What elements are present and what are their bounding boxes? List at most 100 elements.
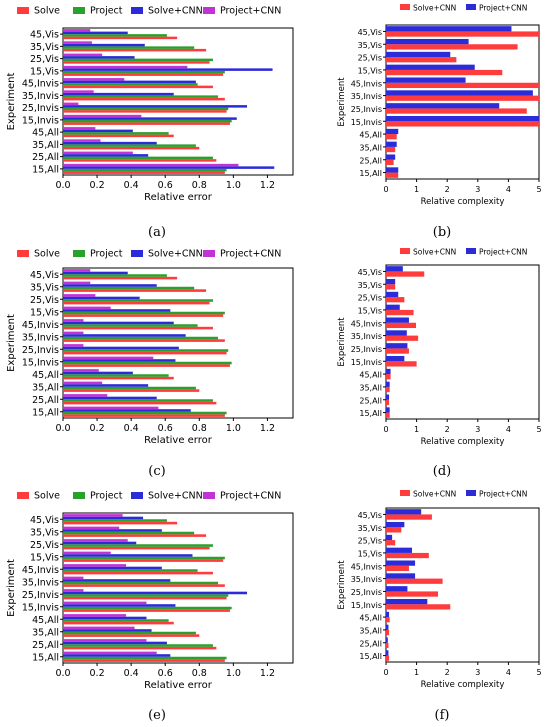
- chart-panel-d: 15,All 25,All 35,All 45,All 15,Invis 25,Invis…: [337, 248, 542, 448]
- y-tick-label: 15,All: [359, 652, 382, 661]
- bar: [386, 38, 469, 45]
- bar: [386, 348, 409, 354]
- bar: [63, 571, 213, 575]
- bar: [63, 301, 210, 305]
- y-tick-label: 15,All: [32, 652, 59, 663]
- bar: [386, 51, 451, 58]
- bar: [386, 128, 399, 135]
- bar: [63, 134, 174, 138]
- x-tick-label: 0.2: [90, 668, 105, 679]
- bar: [386, 57, 457, 63]
- bar: [386, 573, 416, 579]
- legend-swatch: [73, 7, 85, 14]
- y-tick-label: 45,Invis: [351, 319, 382, 328]
- bar: [63, 110, 227, 113]
- bar: [63, 326, 213, 330]
- bar: [63, 656, 227, 660]
- bar: [386, 82, 539, 89]
- bar: [63, 41, 92, 44]
- y-tick-label: 45,Vis: [30, 30, 59, 41]
- bar: [63, 554, 193, 557]
- chart-panel-f: 15,All 25,All 35,All 45,All 15,Invis 25,Invis…: [337, 490, 542, 691]
- bar: [63, 351, 227, 355]
- bar: [386, 141, 397, 147]
- bar: [63, 306, 111, 310]
- legend-label: Project+CNN: [220, 249, 281, 260]
- bar: [63, 644, 213, 647]
- x-tick-label: 5: [536, 185, 541, 194]
- plot-frame: [62, 27, 294, 176]
- bar: [386, 291, 399, 298]
- bar: [63, 286, 195, 290]
- bar: [386, 394, 390, 400]
- bar: [63, 584, 225, 587]
- x-tick-label: 1: [414, 185, 419, 194]
- bar: [63, 46, 195, 49]
- x-tick-label: 0: [383, 185, 388, 194]
- legend-swatch: [73, 492, 85, 499]
- bar: [63, 514, 123, 517]
- y-tick-label: 45,Invis: [22, 565, 59, 576]
- x-tick-label: 0.6: [158, 423, 173, 434]
- x-tick-label: 5: [536, 425, 541, 434]
- legend-swatch: [73, 250, 85, 257]
- bar: [386, 322, 416, 329]
- y-tick-label: 25,All: [32, 152, 59, 163]
- y-tick-label: 15,All: [32, 164, 59, 175]
- legend-label: Project+CNN: [479, 248, 527, 257]
- x-tick-label: 4: [506, 185, 511, 194]
- bar: [63, 654, 171, 657]
- bar: [386, 44, 518, 50]
- caption-b: (b): [432, 225, 452, 240]
- bar: [63, 616, 147, 620]
- bar: [63, 168, 227, 172]
- y-tick-label: 35,All: [32, 140, 59, 151]
- bar: [63, 546, 210, 550]
- bar: [63, 311, 225, 315]
- bar: [63, 606, 232, 610]
- legend-label: Project+CNN: [220, 6, 281, 17]
- bar: [63, 334, 186, 337]
- legend-swatch: [203, 492, 215, 499]
- bar: [63, 609, 230, 612]
- bar: [63, 53, 103, 57]
- bar: [386, 309, 414, 316]
- bar: [63, 581, 219, 585]
- bar: [63, 319, 84, 322]
- bar: [386, 31, 539, 37]
- x-tick-label: 1.0: [226, 423, 241, 434]
- legend-label: Solve+CNN: [148, 6, 203, 17]
- bar: [63, 102, 79, 106]
- bar: [63, 541, 137, 545]
- bar: [63, 394, 108, 397]
- bar: [63, 117, 237, 120]
- y-tick-label: 25,All: [359, 639, 382, 648]
- bar: [63, 361, 232, 365]
- bar: [386, 642, 389, 649]
- bar: [386, 154, 396, 160]
- y-tick-label: 45,Vis: [358, 511, 382, 520]
- legend-swatch: [17, 250, 29, 257]
- y-tick-label: 45,All: [32, 128, 59, 139]
- y-tick-label: 15,Vis: [30, 66, 59, 77]
- bar: [386, 617, 390, 623]
- bar: [63, 309, 171, 312]
- bar: [386, 330, 407, 336]
- bar: [63, 269, 91, 272]
- x-axis-label: Relative error: [144, 435, 213, 446]
- bar: [63, 519, 167, 522]
- bar: [386, 121, 539, 127]
- x-tick-label: 4: [506, 668, 511, 677]
- x-tick-label: 0.8: [192, 180, 207, 191]
- bar: [386, 624, 389, 630]
- plot-frame: [62, 512, 294, 664]
- bar: [63, 576, 84, 580]
- y-axis-label: Experiment: [337, 560, 347, 610]
- plot-frame: [385, 24, 540, 180]
- bar: [63, 331, 84, 335]
- x-tick-label: 0: [383, 668, 388, 677]
- bar: [386, 317, 409, 323]
